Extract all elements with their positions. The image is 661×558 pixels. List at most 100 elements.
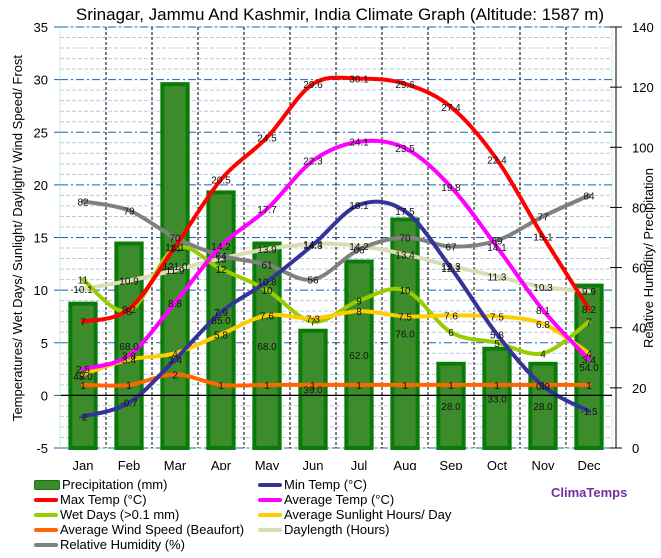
data-label: 28.0 xyxy=(441,402,461,413)
x-tick-label: Mar xyxy=(164,458,187,470)
data-label: 17.5 xyxy=(395,207,415,218)
data-label: 39.0 xyxy=(303,385,323,396)
data-label: 4 xyxy=(172,349,178,360)
data-label: 2.5 xyxy=(76,365,90,376)
y-tick-label: 0 xyxy=(41,388,48,403)
data-label: 3.8 xyxy=(122,351,136,362)
x-tick-label: Jan xyxy=(73,458,94,470)
data-label: 14 xyxy=(169,244,181,255)
data-label: 29.6 xyxy=(395,80,415,91)
data-label: 64 xyxy=(215,252,227,263)
x-tick-label: Oct xyxy=(487,458,508,470)
data-label: 6.8 xyxy=(536,320,550,331)
data-label: 2 xyxy=(172,370,178,381)
y2-tick-label: 140 xyxy=(632,20,654,35)
data-label: 22.3 xyxy=(303,157,323,168)
data-label: 11 xyxy=(78,276,89,287)
data-label: 5.8 xyxy=(214,330,228,341)
data-label: 8.2 xyxy=(122,305,136,316)
series-line-average-temp-c- xyxy=(81,138,591,372)
data-label: 1 xyxy=(126,381,132,392)
data-label: 9 xyxy=(356,297,362,308)
legend-precipitation: Precipitation (mm) xyxy=(34,477,167,492)
y-tick-label: 25 xyxy=(34,125,48,140)
data-label: 48.0 xyxy=(73,372,93,383)
data-label: 4 xyxy=(586,349,592,360)
x-tick-label: Sep xyxy=(439,458,462,470)
data-label: 8 xyxy=(356,307,362,318)
data-label: 3.4 xyxy=(582,356,596,367)
data-label: 7.5 xyxy=(490,312,504,323)
legend-label: Wet Days (>0.1 mm) xyxy=(60,507,180,522)
series-line-min-temp-c- xyxy=(81,199,591,419)
data-label: 68.0 xyxy=(257,342,277,353)
data-label: 2 xyxy=(80,370,86,381)
data-label: 76.0 xyxy=(395,330,415,341)
x-tick-label: Nov xyxy=(531,458,555,470)
x-tick-label: Aug xyxy=(393,458,416,470)
chart-title: Srinagar, Jammu And Kashmir, India Clima… xyxy=(76,5,604,24)
data-label: 82 xyxy=(77,197,89,208)
data-label: 18.1 xyxy=(349,201,369,212)
data-label: 56 xyxy=(307,276,319,287)
data-label: 1 xyxy=(494,381,500,392)
data-label: 1 xyxy=(356,381,362,392)
data-label: -0.7 xyxy=(120,399,138,410)
legend-max-temp: Max Temp (°C) xyxy=(34,492,147,507)
data-label: 13.9 xyxy=(257,245,277,256)
legend-wet-days: Wet Days (>0.1 mm) xyxy=(34,507,179,522)
data-label: 7 xyxy=(310,318,316,329)
legend-daylength: Daylength (Hours) xyxy=(258,522,390,537)
data-label: 9.9 xyxy=(582,287,596,298)
data-labels: 48.0 68.0 121.0 85.0 68.0 39.0 62.0 76.0 28.0 33.… xyxy=(73,75,599,424)
data-label: 70 xyxy=(399,234,411,245)
y2-tick-label: 120 xyxy=(632,80,654,95)
data-label: -1.5 xyxy=(580,407,598,418)
legend-label: Max Temp (°C) xyxy=(60,492,147,507)
data-label: 67 xyxy=(445,243,457,254)
data-label: 8.1 xyxy=(536,306,550,317)
data-label: 3.4 xyxy=(122,356,136,367)
data-label: 8.8 xyxy=(168,299,182,310)
data-label: 3.4 xyxy=(168,356,182,367)
precip-bar xyxy=(436,361,466,450)
data-label: 14.2 xyxy=(211,242,231,253)
data-label: 12.3 xyxy=(441,262,461,273)
data-label: 33.0 xyxy=(487,394,507,405)
data-label: 12.1 xyxy=(441,264,461,275)
data-label: 14.4 xyxy=(303,240,323,251)
data-label: 15.1 xyxy=(533,232,553,243)
series-lines xyxy=(81,75,591,419)
data-label: 62.0 xyxy=(349,351,369,362)
y2-tick-label: 60 xyxy=(632,261,646,276)
x-tick-label: Feb xyxy=(118,458,140,470)
legend-label: Average Temp (°C) xyxy=(284,492,395,507)
precip-bars xyxy=(68,82,604,451)
legend-swatch xyxy=(258,512,282,517)
y2-tick-label: 100 xyxy=(632,140,654,155)
legend-label: Precipitation (mm) xyxy=(62,477,168,492)
precip-bar xyxy=(574,283,604,450)
legend-wind: Average Wind Speed (Beaufort) xyxy=(34,522,244,537)
legend-humidity: Relative Humidity (%) xyxy=(34,537,185,552)
data-label: 1 xyxy=(264,381,270,392)
data-label: 17.7 xyxy=(257,205,277,216)
x-tick-label: May xyxy=(255,458,280,470)
data-label: 66 xyxy=(353,246,365,257)
data-label: 5 xyxy=(494,339,500,350)
x-tick-label: Apr xyxy=(211,458,232,470)
y-tick-label: 10 xyxy=(34,283,48,298)
y-tick-label: 35 xyxy=(34,20,48,35)
series-line-daylength-hours- xyxy=(81,241,591,294)
data-label: 8.2 xyxy=(582,305,596,316)
data-label: 7 xyxy=(586,318,592,329)
legend-avg-temp: Average Temp (°C) xyxy=(258,492,394,507)
y-tick-label: 20 xyxy=(34,178,48,193)
data-label: 1 xyxy=(586,381,592,392)
y-tick-label: 15 xyxy=(34,231,48,246)
data-label: 14.1 xyxy=(165,243,185,254)
legend-swatch xyxy=(258,497,282,502)
y-tick-label: 5 xyxy=(41,336,48,351)
x-tick-label: Dec xyxy=(577,458,601,470)
